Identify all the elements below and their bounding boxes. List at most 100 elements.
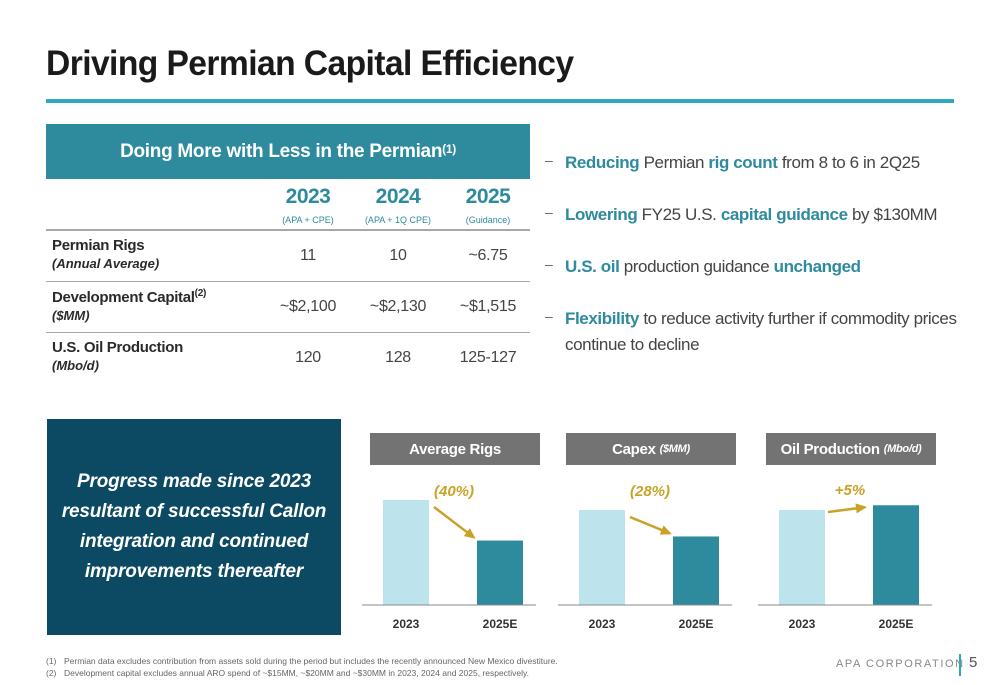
bullet-text: FY25 U.S. (637, 205, 721, 224)
progress-callout: Progress made since 2023 resultant of su… (47, 419, 341, 635)
row-footnote: (2) (194, 288, 207, 299)
chart-canvas: 2023 2025E +5% (758, 482, 932, 631)
column-header-2025: 2025 (Guidance) (433, 185, 543, 225)
change-annotation: (40%) (434, 483, 474, 500)
column-header-2023: 2023 (APA + CPE) (253, 185, 363, 225)
column-subtitle: (Guidance) (465, 215, 511, 225)
bullet-text: production guidance (619, 257, 774, 276)
bullet-item: – U.S. oil production guidance unchanged (545, 254, 965, 280)
chart-title: Oil Production (Mbo/d) (766, 433, 936, 465)
table-cell: ~6.75 (468, 247, 508, 264)
footnotes: (1) Permian data excludes contribution fr… (46, 655, 558, 679)
bullet-highlight: Flexibility (565, 309, 640, 328)
bullet-highlight: rig count (708, 153, 778, 172)
row-unit: (Mbo/d) (52, 358, 99, 373)
row-label: Permian Rigs (Annual Average) (52, 237, 159, 271)
chart-canvas: 2023 2025E (40%) (362, 483, 536, 631)
table-cell: 128 (385, 349, 411, 366)
table-cell: 125-127 (459, 349, 517, 366)
x-tick-label: 2025E (483, 617, 518, 631)
page-number: 5 (969, 654, 978, 671)
change-annotation: +5% (835, 482, 865, 499)
bullet-item: – Flexibility to reduce activity further … (545, 306, 965, 358)
permian-comparison-table: Doing More with Less in the Permian (1) 2… (46, 124, 530, 384)
column-year: 2025 (465, 185, 511, 208)
x-tick-label: 2025E (679, 617, 714, 631)
bullet-highlight: capital guidance (720, 205, 848, 224)
row-unit: ($MM) (52, 308, 90, 323)
chart-bar (873, 505, 919, 605)
column-year: 2024 (375, 185, 421, 208)
bullet-text: to reduce activity further if commodity … (565, 309, 957, 354)
table-cell: ~$1,515 (459, 298, 517, 315)
bullet-highlight: Lowering (565, 205, 638, 224)
table-cell: 10 (389, 247, 407, 264)
bullet-text: Permian (639, 153, 709, 172)
page-title: Driving Permian Capital Efficiency (46, 44, 574, 83)
bullet-dash: – (545, 204, 553, 220)
footnote-text: Permian data excludes contribution from … (64, 656, 558, 666)
bullet-dash: – (545, 308, 553, 324)
column-header-2024: 2024 (APA + 1Q CPE) (343, 185, 453, 225)
bullet-highlight: Reducing (565, 153, 640, 172)
row-label: U.S. Oil Production (Mbo/d) (52, 339, 183, 373)
x-tick-label: 2025E (879, 617, 914, 631)
table-cell: 11 (299, 247, 316, 264)
row-name: U.S. Oil Production (52, 339, 183, 356)
table-cell: ~$2,130 (369, 298, 427, 315)
x-tick-label: 2023 (789, 617, 816, 631)
bullet-dash: – (545, 152, 553, 168)
chart-bar (673, 536, 719, 605)
chart-title-text: Average Rigs (409, 440, 501, 458)
table-header-footnote: (1) (442, 141, 456, 156)
change-annotation: (28%) (630, 483, 670, 500)
row-name-text: Development Capital (52, 289, 195, 306)
chart-bar (779, 510, 825, 605)
chart-title: Average Rigs (370, 433, 540, 465)
bullet-text: from 8 to 6 in 2Q25 (777, 153, 920, 172)
footnote: (1) Permian data excludes contribution fr… (46, 655, 558, 667)
row-name: Permian Rigs (52, 237, 145, 254)
chart-title-text: Oil Production (780, 440, 880, 458)
callout-text: Progress made since 2023 resultant of su… (61, 471, 327, 582)
chart-title-unit: (Mbo/d) (883, 443, 922, 455)
chart-bar (477, 540, 523, 605)
table-row-development-capital: Development Capital(2) ($MM) ~$2,100 ~$2… (46, 282, 530, 333)
table-cell: ~$2,100 (279, 298, 337, 315)
chart-title-text: Capex (612, 440, 656, 458)
chart-bar (579, 510, 625, 605)
chart-canvas: 2023 2025E (28%) (558, 483, 732, 631)
column-subtitle: (APA + CPE) (282, 215, 334, 225)
change-arrowhead (463, 528, 476, 539)
change-arrowhead (659, 525, 672, 535)
column-year: 2023 (285, 185, 331, 208)
table-row-us-oil-production: U.S. Oil Production (Mbo/d) 120 128 125-… (46, 333, 530, 384)
row-name: Development Capital(2) (52, 288, 206, 306)
footnote: (2) Development capital excludes annual A… (46, 667, 558, 679)
average-rigs-chart: Average Rigs 2023 2025E (40%) (362, 433, 540, 631)
x-tick-label: 2023 (393, 617, 420, 631)
bullet-highlight: unchanged (773, 257, 861, 276)
brand-divider (959, 654, 961, 676)
table-cell: 120 (295, 349, 321, 366)
capex-chart: Capex ($MM) 2023 2025E (28%) (558, 433, 736, 631)
bullet-text: by $130MM (847, 205, 938, 224)
bullet-dash: – (545, 256, 553, 272)
bullet-item: – Reducing Permian rig count from 8 to 6 … (545, 150, 965, 176)
table-row-permian-rigs: Permian Rigs (Annual Average) 11 10 ~6.7… (46, 231, 530, 282)
title-divider (46, 99, 954, 103)
bullet-highlight: U.S. oil (565, 257, 620, 276)
footnote-number: (1) (46, 656, 57, 666)
chart-title: Capex ($MM) (566, 433, 736, 465)
oil-production-chart: Oil Production (Mbo/d) 2023 2025E +5% (758, 433, 936, 631)
row-label: Development Capital(2) ($MM) (52, 288, 206, 323)
chart-bar (383, 500, 429, 605)
change-arrowhead (855, 503, 867, 514)
brand-name: APA CORPORATION (836, 658, 965, 670)
table-header-label: Doing More with Less in the Permian (120, 140, 443, 162)
bullet-item: – Lowering FY25 U.S. capital guidance by … (545, 202, 965, 228)
footnote-text: Development capital excludes annual ARO … (64, 668, 530, 678)
footnote-number: (2) (46, 668, 57, 678)
chart-title-unit: ($MM) (659, 443, 691, 455)
key-points-list: – Reducing Permian rig count from 8 to 6 … (545, 150, 965, 384)
